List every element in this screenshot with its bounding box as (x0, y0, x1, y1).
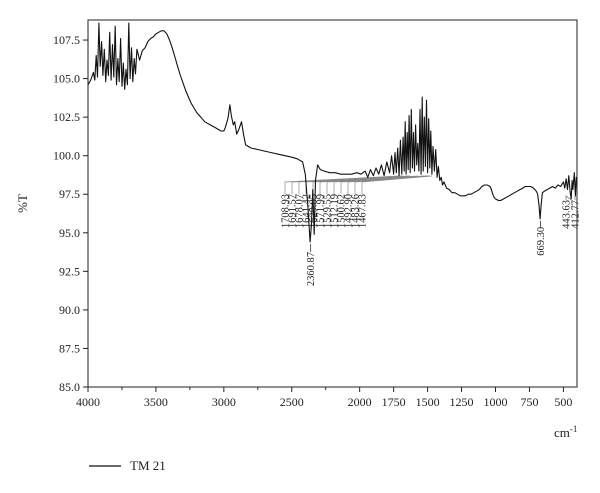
x-tick-label-1750: 1750 (382, 395, 406, 409)
peak-leader-443.63 (565, 195, 572, 201)
peak-label-412.77: 412.77 (571, 200, 582, 229)
y-tick-label-107.5: 107.5 (53, 33, 80, 47)
legend: TM 21 (89, 458, 166, 473)
peak-label-1500.62: 1500.62 (337, 194, 348, 228)
peak-label-443.63: 443.63 (562, 200, 573, 229)
peak-leader-1571.99 (319, 175, 418, 194)
x-tick-label-1500: 1500 (416, 395, 440, 409)
x-tick-label-1000: 1000 (484, 395, 508, 409)
peak-label-1529.55: 1529.55 (323, 194, 334, 228)
x-tick-label-3500: 3500 (144, 395, 168, 409)
peak-label-1571.99: 1571.99 (316, 194, 327, 228)
x-tick-label-500: 500 (554, 395, 572, 409)
series-line-tm-21 (87, 22, 578, 243)
legend-label-tm-21: TM 21 (130, 458, 166, 473)
peak-leader-1467.83 (361, 175, 433, 194)
peak-label-669.30: 669.30 (536, 227, 547, 256)
peak-label-1691.57: 1691.57 (288, 194, 299, 228)
x-tick-label-1250: 1250 (450, 395, 474, 409)
peak-label-1678.07: 1678.07 (295, 194, 306, 228)
y-tick-label-102.5: 102.5 (53, 110, 80, 124)
x-axis: 4000 3500 3000 2500 2000 1750 1500 1250 1000 750 5… (76, 387, 572, 409)
y-tick-label-97.5: 97.5 (59, 187, 80, 201)
x-axis-title: cm-1 (554, 424, 577, 440)
x-tick-label-750: 750 (520, 395, 538, 409)
y-tick-label-90.0: 90.0 (59, 303, 80, 317)
peak-label-1483.26: 1483.26 (351, 194, 362, 228)
peak-label-1629.85: 1629.85 (309, 194, 320, 228)
x-tick-label-3000: 3000 (212, 395, 236, 409)
y-axis: 85.0 87.5 90.0 92.5 95.0 97.5 100.0 102.5 105.0 1… (53, 33, 88, 394)
peak-label-1512.19: 1512.19 (330, 194, 341, 228)
x-tick-label-2000: 2000 (348, 395, 372, 409)
y-tick-label-105.0: 105.0 (53, 72, 80, 86)
peak-labels: 2360.87 1708.931691.571678.071641.421629.… (281, 194, 582, 286)
x-axis-unit: cm (554, 425, 570, 440)
y-tick-label-95.0: 95.0 (59, 226, 80, 240)
y-tick-label-92.5: 92.5 (59, 264, 80, 278)
peak-label-1492.90: 1492.90 (344, 194, 355, 228)
y-tick-label-87.5: 87.5 (59, 341, 80, 355)
x-axis-unit-exponent: -1 (570, 424, 578, 434)
y-tick-label-85.0: 85.0 (59, 380, 80, 394)
y-axis-title: %T (15, 194, 30, 213)
y-tick-label-100.0: 100.0 (53, 149, 80, 163)
peak-label-1641.42: 1641.42 (302, 194, 313, 228)
plot-frame (87, 19, 578, 388)
peak-label-1467.83: 1467.83 (358, 194, 369, 228)
peak-label-1708.93: 1708.93 (281, 194, 292, 228)
x-tick-label-4000: 4000 (76, 395, 100, 409)
peak-label-2360.87: 2360.87 (306, 252, 317, 286)
x-tick-label-2500: 2500 (280, 395, 304, 409)
